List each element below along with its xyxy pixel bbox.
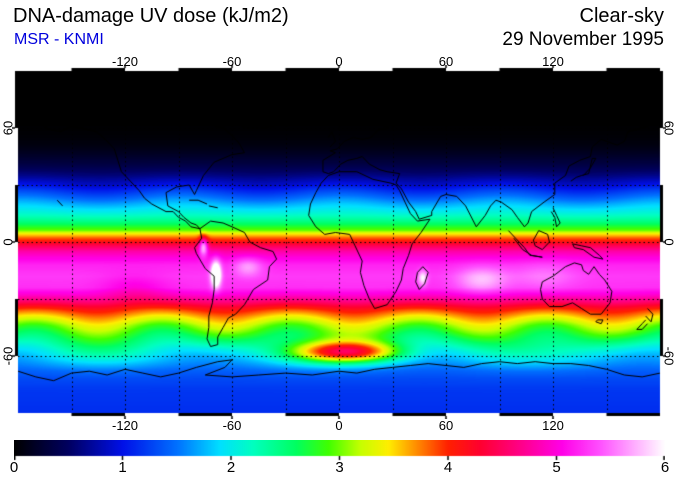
lon-tick-label-bottom: -60 bbox=[222, 418, 242, 433]
lat-tick-label-left: 0 bbox=[0, 238, 16, 246]
colorbar-tick-label: 0 bbox=[9, 459, 19, 476]
lat-tick-label-left: -60 bbox=[0, 346, 16, 366]
lat-tick-label-left: 60 bbox=[0, 120, 16, 136]
page-title: DNA-damage UV dose (kJ/m2) bbox=[13, 5, 289, 27]
colorbar-canvas bbox=[14, 440, 665, 461]
colorbar-tick-label: 3 bbox=[335, 459, 344, 476]
date-label: 29 November 1995 bbox=[502, 29, 664, 50]
uv-map-canvas bbox=[12, 65, 666, 419]
lon-tick-label-top: 120 bbox=[542, 54, 564, 69]
colorbar-tick-label: 4 bbox=[443, 459, 453, 476]
lon-tick-label-bottom: 120 bbox=[542, 418, 564, 433]
lat-tick-label-right: 0 bbox=[661, 238, 677, 246]
lon-tick-label-top: -60 bbox=[222, 54, 242, 69]
colorbar-tick-label: 6 bbox=[660, 459, 670, 476]
colorbar-tick-label: 1 bbox=[118, 459, 127, 476]
lon-tick-label-top: 60 bbox=[438, 54, 454, 69]
condition-label: Clear-sky bbox=[579, 5, 664, 27]
colorbar-tick-label: 2 bbox=[226, 459, 236, 476]
lat-tick-label-right: -60 bbox=[661, 346, 677, 366]
lon-tick-label-top: -120 bbox=[111, 54, 139, 69]
colorbar-tick-label: 5 bbox=[552, 459, 561, 476]
lon-tick-label-bottom: -120 bbox=[111, 418, 139, 433]
lon-tick-label-bottom: 60 bbox=[438, 418, 454, 433]
source-label: MSR - KNMI bbox=[14, 31, 104, 48]
lat-tick-label-right: 60 bbox=[661, 120, 677, 136]
lon-tick-label-top: 0 bbox=[335, 54, 343, 69]
lon-tick-label-bottom: 0 bbox=[335, 418, 343, 433]
